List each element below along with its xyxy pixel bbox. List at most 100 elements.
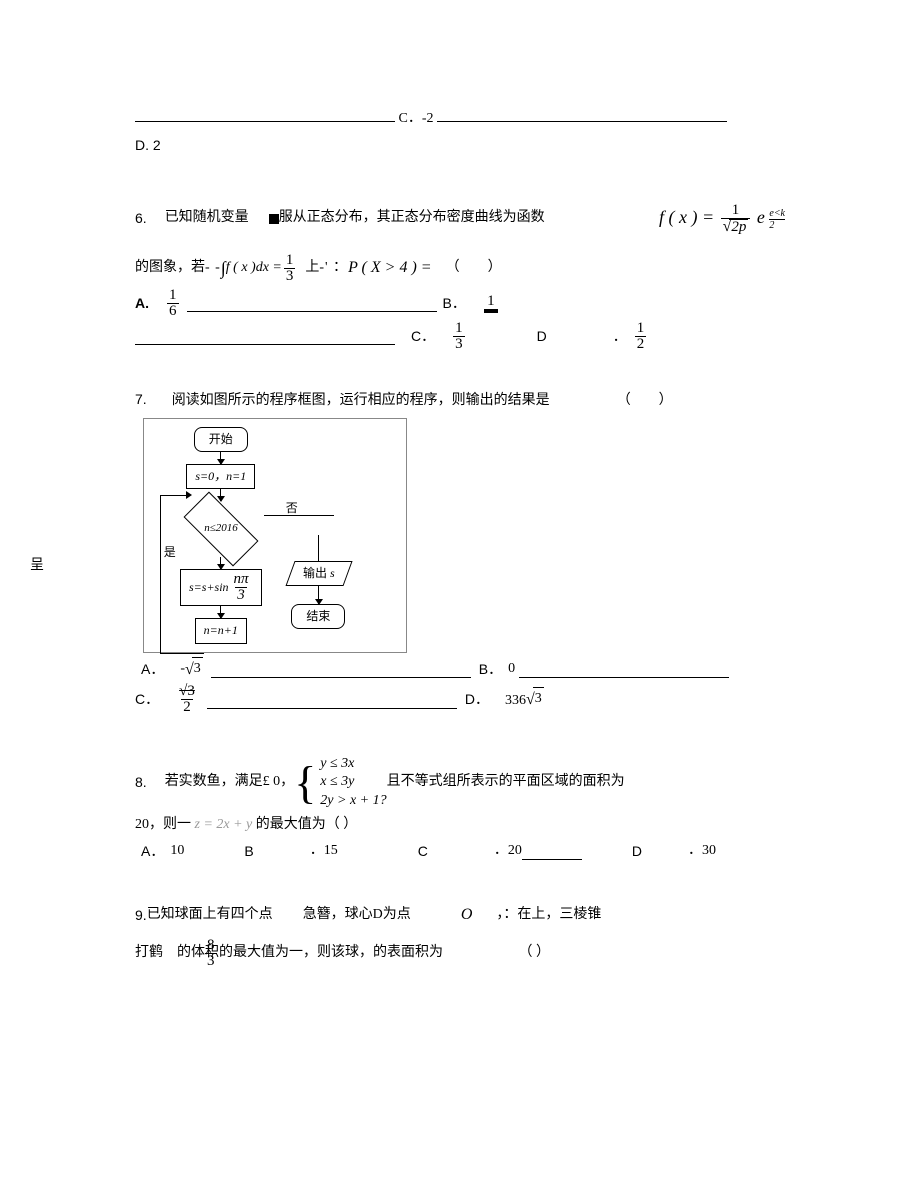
t: 1 [485, 294, 497, 309]
frac-bot: 2p [721, 218, 751, 235]
q8-a: 10 [170, 840, 184, 862]
q8-d-sep: ． [688, 840, 702, 862]
blacksquare-icon [269, 214, 279, 224]
q8-d-l: D [632, 840, 642, 862]
dx: dx = [256, 257, 282, 279]
q7-a-val: 3 [185, 657, 203, 683]
sys3: 2y > x + 1? [320, 792, 386, 810]
fc-end: 结束 [291, 604, 345, 629]
q6-a-label: A. [135, 292, 149, 314]
q9-stem-a: 已知球面上有四个点 [147, 904, 273, 926]
page: C．-2 D. 2 6. 已知随机变量 服从正态分布，其正态分布密度曲线为函数 … [0, 0, 920, 1033]
q6-d-sep: ． [613, 325, 627, 347]
arrow-down-icon [220, 452, 221, 464]
blank [519, 660, 729, 678]
q8-d: 30 [702, 840, 716, 862]
b: 6 [167, 303, 179, 319]
line [318, 535, 319, 561]
q8-line2: 20，则一 z = 2x + y 的最大值为（ ） [135, 814, 785, 836]
q8-b-l: B [244, 840, 253, 862]
fc-cond: n≤2016 [183, 492, 258, 567]
pexp: P ( X > 4 ) = [348, 255, 432, 281]
blank [437, 104, 727, 122]
body-pre: s=s+sin [189, 578, 229, 597]
q8-l2a: 20，则一 [135, 817, 191, 832]
t: 1 [453, 321, 465, 336]
q6-opts-row2: C． 13 D ． 12 [135, 321, 785, 352]
q6-line2: 的图象，若 - - ∫ f ( x ) dx = 1 3 上 -' ： P ( … [135, 253, 785, 284]
q6-line2b: 上 [305, 257, 319, 279]
q7-c-label: C． [135, 688, 159, 710]
t: nπ [232, 572, 251, 587]
fc-start: 开始 [194, 427, 248, 452]
q8-stem-a: 若实数鱼，满足£ 0， [165, 771, 295, 793]
exp-top: e<k [769, 208, 785, 219]
q7-d-label: D． [465, 688, 489, 710]
fc-no: 否 [286, 499, 298, 518]
q8-stem-b: 且不等式组所表示的平面区域的面积为 [387, 771, 625, 793]
line [160, 653, 204, 654]
fc-inc: n=n+1 [195, 618, 247, 643]
line [160, 495, 188, 496]
q7-b-val: 0 [508, 658, 515, 680]
sys2: x ≤ 3y [320, 773, 386, 791]
q7-num: 7. [135, 391, 147, 407]
blank [135, 327, 395, 345]
q8-l2b: 的最大值为（ ） [256, 817, 358, 832]
exp-bot: 2 [769, 219, 785, 231]
sys1: y ≤ 3x [320, 755, 386, 773]
q6-b-label: B． [443, 292, 466, 314]
t: 1 [167, 288, 179, 303]
q7-opts-row1: A． - 3 B． 0 [135, 657, 785, 683]
t: 1 [635, 321, 647, 336]
q9-l2a: 打鹤 的体积的最大值为一，则该球，的表面积为 [135, 942, 443, 964]
blank [522, 842, 582, 860]
fb: 3 [284, 268, 296, 284]
q9-line1: 9. 已知球面上有四个点 急簪，球心D为点 O ，：在上，三棱锥 [135, 902, 785, 928]
q9-num: 9. [135, 904, 147, 926]
q7-d-val: 3363 [505, 687, 544, 713]
q8-line1: 8. 若实数鱼，满足£ 0， { y ≤ 3x x ≤ 3y 2y > x + … [135, 755, 785, 810]
q6-line2a: 的图象，若 [135, 257, 205, 279]
e: e [757, 207, 765, 227]
t: 8 [205, 938, 217, 953]
b: 3 [205, 953, 217, 969]
q8-b-sep: ． [310, 840, 324, 862]
q7-line1: 7. 阅读如图所示的程序框图，运行相应的程序，则输出的结果是 （ ） [135, 388, 785, 412]
q6-d-label: D [537, 325, 547, 347]
q5-opt-c: C．-2 [399, 111, 434, 126]
blank [135, 104, 395, 122]
ft: 1 [284, 253, 296, 268]
q8-c-l: C [418, 840, 428, 862]
blank [187, 294, 437, 312]
q8-system: y ≤ 3x x ≤ 3y 2y > x + 1? [320, 755, 386, 810]
q8-a-l: A． [141, 840, 164, 862]
q5-opt-c-row: C．-2 [135, 104, 785, 130]
line [264, 515, 334, 516]
brace-icon: { [294, 762, 316, 803]
fc-output: 输出 s [285, 561, 352, 586]
arrow-right-icon [186, 491, 192, 499]
q9-line2: 打鹤 的体积的最大值为一，则该球，的表面积为 83 （ ） [135, 938, 785, 969]
q9-c: O [461, 902, 473, 928]
q5-opt-d-row: D. 2 [135, 134, 785, 158]
q8-num: 8. [135, 771, 147, 793]
q6-formula: f ( x ) = 1 2p e e<k 2 [659, 203, 785, 235]
arrow-down-icon [220, 489, 221, 501]
q6-stem-a: 已知随机变量 [165, 207, 249, 229]
q6-opts-row1: A. 16 B． 1 [135, 288, 785, 319]
arrow-down-icon [220, 557, 221, 569]
dots: - - [205, 257, 221, 279]
q7-stem: 阅读如图所示的程序框图，运行相应的程序，则输出的结果是 [172, 393, 550, 408]
t: √3 [177, 684, 197, 699]
q7-b-label: B． [479, 658, 502, 680]
blank [211, 660, 471, 678]
dots: -' ： [319, 257, 348, 279]
fc-init: s=0，n=1 [186, 464, 255, 489]
b: 2 [635, 336, 647, 352]
fc-body: s=s+sin nπ3 [180, 569, 262, 606]
fx: f ( x ) [226, 257, 256, 279]
blank [207, 691, 457, 709]
q6-stem-b: 服从正态分布，其正态分布密度曲线为函数 [279, 207, 545, 229]
b: 2 [181, 699, 193, 715]
